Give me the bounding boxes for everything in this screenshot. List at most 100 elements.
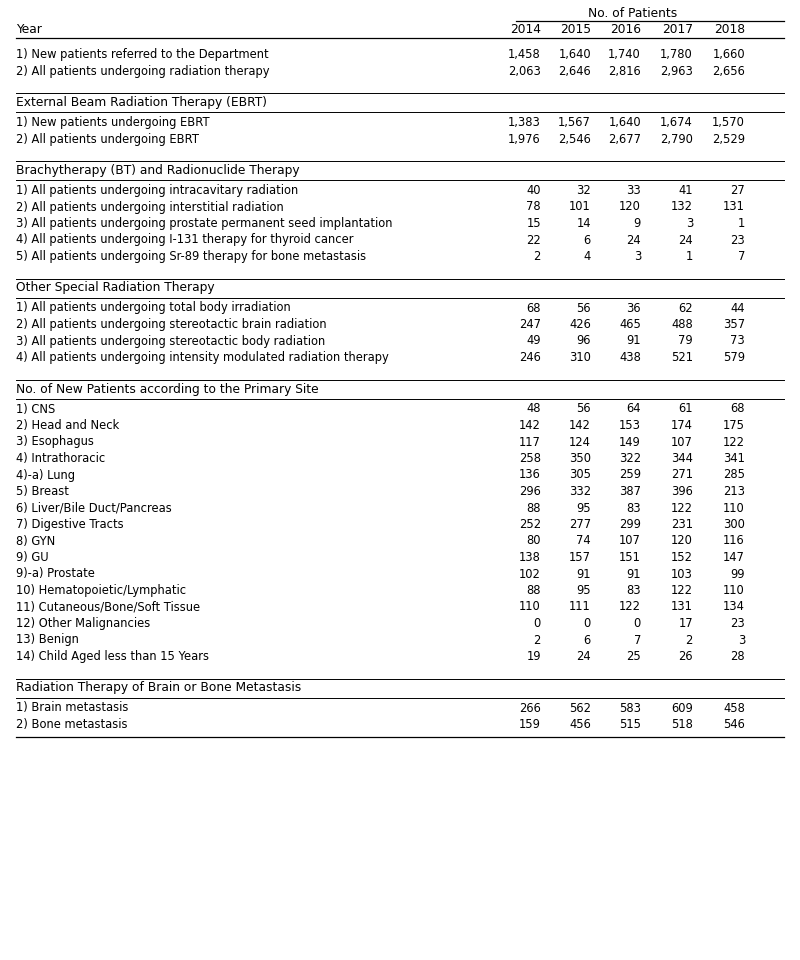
Text: 120: 120 [671, 535, 693, 547]
Text: 36: 36 [626, 301, 641, 315]
Text: 1,383: 1,383 [508, 116, 541, 129]
Text: 1,458: 1,458 [508, 48, 541, 61]
Text: 562: 562 [569, 702, 591, 714]
Text: 322: 322 [619, 452, 641, 465]
Text: 3: 3 [634, 250, 641, 263]
Text: 252: 252 [519, 518, 541, 531]
Text: 3) Esophagus: 3) Esophagus [16, 436, 94, 448]
Text: 153: 153 [619, 419, 641, 432]
Text: 4) Intrathoracic: 4) Intrathoracic [16, 452, 106, 465]
Text: 19: 19 [526, 650, 541, 663]
Text: 15: 15 [526, 217, 541, 230]
Text: 1,976: 1,976 [508, 132, 541, 146]
Text: 10) Hematopoietic/Lymphatic: 10) Hematopoietic/Lymphatic [16, 584, 186, 597]
Text: 91: 91 [577, 567, 591, 581]
Text: 110: 110 [519, 601, 541, 613]
Text: 2,063: 2,063 [508, 64, 541, 78]
Text: 387: 387 [619, 485, 641, 498]
Text: 110: 110 [723, 584, 745, 597]
Text: 122: 122 [723, 436, 745, 448]
Text: 344: 344 [671, 452, 693, 465]
Text: 22: 22 [526, 233, 541, 247]
Text: 149: 149 [619, 436, 641, 448]
Text: 7) Digestive Tracts: 7) Digestive Tracts [16, 518, 124, 531]
Text: 142: 142 [569, 419, 591, 432]
Text: 515: 515 [619, 718, 641, 731]
Text: 101: 101 [570, 201, 591, 213]
Text: 2,529: 2,529 [712, 132, 745, 146]
Text: 91: 91 [626, 334, 641, 348]
Text: 152: 152 [671, 551, 693, 564]
Text: 4: 4 [584, 250, 591, 263]
Text: 116: 116 [723, 535, 745, 547]
Text: 0: 0 [634, 617, 641, 630]
Text: 79: 79 [678, 334, 693, 348]
Text: 24: 24 [626, 233, 641, 247]
Text: 2017: 2017 [662, 23, 693, 36]
Text: 23: 23 [730, 233, 745, 247]
Text: 609: 609 [671, 702, 693, 714]
Text: 438: 438 [619, 351, 641, 364]
Text: 124: 124 [569, 436, 591, 448]
Text: 14) Child Aged less than 15 Years: 14) Child Aged less than 15 Years [16, 650, 209, 663]
Text: 2,646: 2,646 [558, 64, 591, 78]
Text: 122: 122 [671, 501, 693, 515]
Text: 310: 310 [569, 351, 591, 364]
Text: 296: 296 [519, 485, 541, 498]
Text: 159: 159 [519, 718, 541, 731]
Text: Radiation Therapy of Brain or Bone Metastasis: Radiation Therapy of Brain or Bone Metas… [16, 682, 302, 694]
Text: 2: 2 [686, 634, 693, 646]
Text: 546: 546 [723, 718, 745, 731]
Text: 9)-a) Prostate: 9)-a) Prostate [16, 567, 95, 581]
Text: 2018: 2018 [714, 23, 745, 36]
Text: 61: 61 [678, 402, 693, 416]
Text: 246: 246 [519, 351, 541, 364]
Text: 142: 142 [519, 419, 541, 432]
Text: 83: 83 [626, 501, 641, 515]
Text: 341: 341 [723, 452, 745, 465]
Text: 247: 247 [519, 318, 541, 331]
Text: 277: 277 [569, 518, 591, 531]
Text: 14: 14 [577, 217, 591, 230]
Text: 110: 110 [723, 501, 745, 515]
Text: 2,816: 2,816 [608, 64, 641, 78]
Text: 488: 488 [671, 318, 693, 331]
Text: Brachytherapy (BT) and Radionuclide Therapy: Brachytherapy (BT) and Radionuclide Ther… [16, 164, 300, 177]
Text: 521: 521 [671, 351, 693, 364]
Text: 49: 49 [526, 334, 541, 348]
Text: 1,640: 1,640 [608, 116, 641, 129]
Text: 131: 131 [671, 601, 693, 613]
Text: 41: 41 [678, 184, 693, 197]
Text: 0: 0 [584, 617, 591, 630]
Text: 24: 24 [678, 233, 693, 247]
Text: 1) New patients undergoing EBRT: 1) New patients undergoing EBRT [16, 116, 210, 129]
Text: 174: 174 [671, 419, 693, 432]
Text: 138: 138 [519, 551, 541, 564]
Text: 2) All patients undergoing radiation therapy: 2) All patients undergoing radiation the… [16, 64, 270, 78]
Text: 396: 396 [671, 485, 693, 498]
Text: 1,640: 1,640 [558, 48, 591, 61]
Text: 62: 62 [678, 301, 693, 315]
Text: 259: 259 [619, 468, 641, 482]
Text: 12) Other Malignancies: 12) Other Malignancies [16, 617, 150, 630]
Text: 40: 40 [526, 184, 541, 197]
Text: 271: 271 [671, 468, 693, 482]
Text: 64: 64 [626, 402, 641, 416]
Text: 5) All patients undergoing Sr-89 therapy for bone metastasis: 5) All patients undergoing Sr-89 therapy… [16, 250, 366, 263]
Text: 17: 17 [678, 617, 693, 630]
Text: 456: 456 [569, 718, 591, 731]
Text: 78: 78 [526, 201, 541, 213]
Text: 3) All patients undergoing stereotactic body radiation: 3) All patients undergoing stereotactic … [16, 334, 326, 348]
Text: 350: 350 [569, 452, 591, 465]
Text: 26: 26 [678, 650, 693, 663]
Text: Other Special Radiation Therapy: Other Special Radiation Therapy [16, 281, 214, 295]
Text: 24: 24 [576, 650, 591, 663]
Text: 2: 2 [534, 250, 541, 263]
Text: 458: 458 [723, 702, 745, 714]
Text: 28: 28 [730, 650, 745, 663]
Text: 83: 83 [626, 584, 641, 597]
Text: 579: 579 [723, 351, 745, 364]
Text: 95: 95 [576, 584, 591, 597]
Text: External Beam Radiation Therapy (EBRT): External Beam Radiation Therapy (EBRT) [16, 96, 267, 109]
Text: 1,780: 1,780 [660, 48, 693, 61]
